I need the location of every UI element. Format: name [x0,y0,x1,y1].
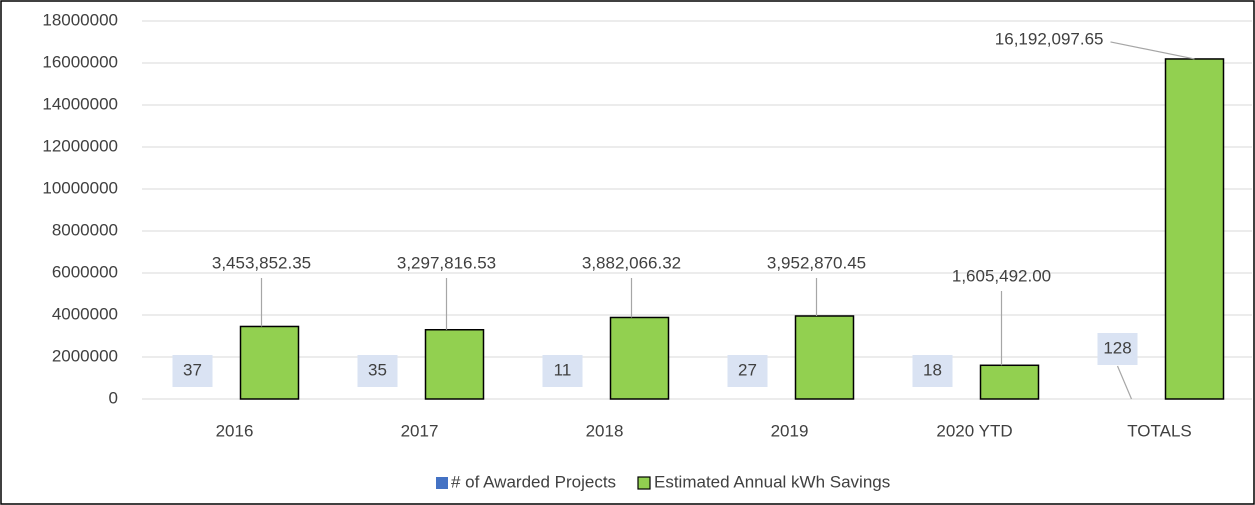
x-tick-label: 2018 [586,421,624,440]
data-label: 1,605,492.00 [952,266,1051,285]
data-label-box [1097,333,1138,365]
data-label: 128 [1103,338,1131,357]
data-label-box [172,355,213,387]
data-label: 18 [923,360,942,379]
y-tick-label: 2000000 [52,346,118,365]
leader-line [1116,365,1133,400]
data-label-box [542,355,583,387]
legend-label: # of Awarded Projects [451,472,616,491]
x-tick-label: 2020 YTD [936,421,1012,440]
y-tick-label: 10000000 [42,178,118,197]
legend-swatch [436,477,448,489]
bar [794,315,855,400]
data-label: 3,952,870.45 [767,253,866,272]
y-tick-label: 8000000 [52,220,118,239]
y-tick-label: 4000000 [52,304,118,323]
legend-swatch [637,476,651,490]
bar [979,364,1040,400]
x-tick-label: TOTALS [1127,421,1192,440]
data-label: 3,297,816.53 [397,253,496,272]
data-label: 3,453,852.35 [212,253,311,272]
y-tick-label: 18000000 [42,10,118,29]
bar [239,325,300,400]
y-tick-label: 12000000 [42,136,118,155]
data-label-box [912,355,953,387]
data-label: 37 [183,360,202,379]
data-label-box [357,355,398,387]
x-tick-label: 2019 [771,421,809,440]
x-tick-label: 2016 [216,421,254,440]
data-label: 11 [554,360,572,379]
legend-label: Estimated Annual kWh Savings [654,472,890,491]
data-label: 3,882,066.32 [582,253,681,272]
y-tick-label: 0 [109,388,118,407]
bar [424,328,485,400]
data-label: 16,192,097.65 [995,29,1104,48]
y-tick-label: 6000000 [52,262,118,281]
y-tick-label: 14000000 [42,94,118,113]
leader-line [1110,41,1195,60]
bar [1164,58,1225,400]
data-label: 35 [368,360,387,379]
y-tick-label: 16000000 [42,52,118,71]
x-tick-label: 2017 [401,421,439,440]
data-label-box [727,355,768,387]
bar [609,316,670,400]
data-label: 27 [738,360,757,379]
